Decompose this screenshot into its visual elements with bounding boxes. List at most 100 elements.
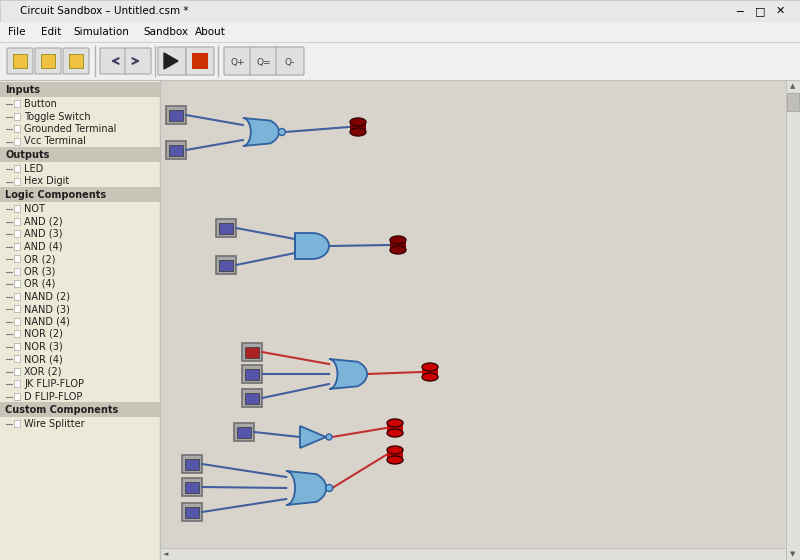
- Bar: [390, 240, 406, 250]
- FancyBboxPatch shape: [14, 420, 20, 427]
- FancyBboxPatch shape: [219, 259, 233, 270]
- Polygon shape: [286, 471, 326, 505]
- FancyBboxPatch shape: [14, 230, 20, 237]
- FancyBboxPatch shape: [14, 113, 20, 119]
- Text: ✕: ✕: [775, 6, 785, 16]
- FancyBboxPatch shape: [14, 380, 20, 387]
- FancyBboxPatch shape: [14, 305, 20, 312]
- Text: Outputs: Outputs: [5, 150, 50, 160]
- FancyBboxPatch shape: [0, 402, 160, 417]
- Text: AND (2): AND (2): [24, 217, 62, 226]
- FancyBboxPatch shape: [41, 54, 55, 68]
- Ellipse shape: [422, 373, 438, 381]
- FancyBboxPatch shape: [14, 255, 20, 262]
- Bar: [387, 450, 403, 460]
- Text: Vcc Terminal: Vcc Terminal: [24, 137, 86, 147]
- Ellipse shape: [390, 246, 406, 254]
- FancyBboxPatch shape: [0, 80, 160, 560]
- FancyBboxPatch shape: [182, 503, 202, 521]
- Polygon shape: [295, 233, 329, 259]
- FancyBboxPatch shape: [192, 53, 208, 69]
- FancyBboxPatch shape: [160, 80, 786, 548]
- FancyBboxPatch shape: [234, 423, 254, 441]
- Text: Simulation: Simulation: [74, 27, 130, 37]
- FancyBboxPatch shape: [185, 459, 199, 469]
- FancyBboxPatch shape: [14, 165, 20, 172]
- FancyBboxPatch shape: [0, 187, 160, 202]
- Text: □: □: [754, 6, 766, 16]
- Ellipse shape: [387, 456, 403, 464]
- Polygon shape: [329, 359, 367, 389]
- FancyBboxPatch shape: [14, 242, 20, 250]
- Text: Q-: Q-: [285, 58, 295, 67]
- FancyBboxPatch shape: [237, 427, 251, 437]
- FancyBboxPatch shape: [0, 42, 800, 80]
- Text: AND (4): AND (4): [24, 241, 62, 251]
- Text: OR (2): OR (2): [24, 254, 55, 264]
- Ellipse shape: [390, 236, 406, 244]
- Circle shape: [278, 128, 286, 136]
- Polygon shape: [243, 118, 279, 146]
- FancyBboxPatch shape: [14, 205, 20, 212]
- FancyBboxPatch shape: [14, 343, 20, 349]
- FancyBboxPatch shape: [166, 106, 186, 124]
- Circle shape: [326, 434, 332, 440]
- FancyBboxPatch shape: [169, 110, 183, 120]
- FancyBboxPatch shape: [216, 219, 236, 237]
- FancyBboxPatch shape: [182, 455, 202, 473]
- FancyBboxPatch shape: [787, 93, 799, 111]
- FancyBboxPatch shape: [14, 330, 20, 337]
- Text: D FLIP-FLOP: D FLIP-FLOP: [24, 391, 82, 402]
- Text: Edit: Edit: [41, 27, 61, 37]
- FancyBboxPatch shape: [14, 355, 20, 362]
- Text: NOR (4): NOR (4): [24, 354, 62, 364]
- FancyBboxPatch shape: [14, 393, 20, 399]
- Ellipse shape: [350, 128, 366, 136]
- Text: OR (3): OR (3): [24, 267, 55, 277]
- Text: NAND (4): NAND (4): [24, 316, 70, 326]
- FancyBboxPatch shape: [14, 280, 20, 287]
- Text: NAND (2): NAND (2): [24, 292, 70, 301]
- FancyBboxPatch shape: [35, 48, 61, 74]
- Text: OR (4): OR (4): [24, 279, 55, 289]
- FancyBboxPatch shape: [14, 268, 20, 274]
- Text: JK FLIP-FLOP: JK FLIP-FLOP: [24, 379, 84, 389]
- Bar: [387, 423, 403, 433]
- Ellipse shape: [350, 118, 366, 126]
- FancyBboxPatch shape: [242, 389, 262, 407]
- Ellipse shape: [387, 419, 403, 427]
- FancyBboxPatch shape: [125, 48, 151, 74]
- FancyBboxPatch shape: [0, 22, 800, 42]
- FancyBboxPatch shape: [14, 100, 20, 107]
- FancyBboxPatch shape: [245, 393, 259, 404]
- Polygon shape: [164, 53, 178, 69]
- FancyBboxPatch shape: [13, 54, 27, 68]
- FancyBboxPatch shape: [166, 141, 186, 159]
- FancyBboxPatch shape: [0, 82, 160, 97]
- FancyBboxPatch shape: [169, 144, 183, 156]
- Text: About: About: [195, 27, 226, 37]
- Text: Logic Components: Logic Components: [5, 190, 106, 200]
- Text: Wire Splitter: Wire Splitter: [24, 419, 85, 429]
- FancyBboxPatch shape: [14, 367, 20, 375]
- Text: NOR (2): NOR (2): [24, 329, 63, 339]
- FancyBboxPatch shape: [0, 147, 160, 162]
- FancyBboxPatch shape: [160, 548, 786, 560]
- FancyBboxPatch shape: [250, 47, 278, 75]
- Text: ▲: ▲: [790, 83, 796, 89]
- Text: AND (3): AND (3): [24, 229, 62, 239]
- Text: Sandbox: Sandbox: [144, 27, 189, 37]
- Text: Q+: Q+: [230, 58, 246, 67]
- FancyBboxPatch shape: [245, 347, 259, 357]
- FancyBboxPatch shape: [242, 343, 262, 361]
- FancyBboxPatch shape: [786, 80, 800, 560]
- Text: XOR (2): XOR (2): [24, 366, 62, 376]
- Bar: [422, 367, 438, 377]
- FancyBboxPatch shape: [224, 47, 252, 75]
- FancyBboxPatch shape: [219, 222, 233, 234]
- FancyBboxPatch shape: [182, 478, 202, 496]
- Text: NOR (3): NOR (3): [24, 342, 62, 352]
- FancyBboxPatch shape: [186, 47, 214, 75]
- Text: NAND (3): NAND (3): [24, 304, 70, 314]
- FancyBboxPatch shape: [14, 138, 20, 144]
